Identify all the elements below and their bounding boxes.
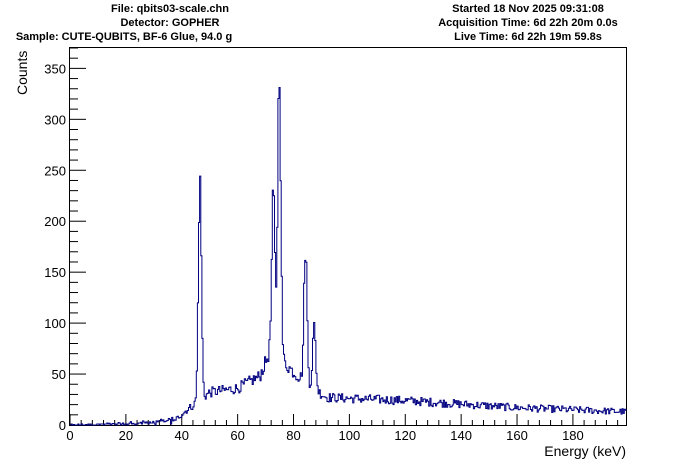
x-tick-label: 20 xyxy=(119,428,133,443)
spectrum-histogram xyxy=(70,87,627,426)
y-axis-label: Counts xyxy=(14,51,30,95)
x-tick-label: 80 xyxy=(286,428,300,443)
file-label: File: qbits03-scale.chn xyxy=(111,3,229,15)
detector-label: Detector: GOPHER xyxy=(120,17,220,29)
x-tick-label: 100 xyxy=(339,428,361,443)
x-tick-label: 60 xyxy=(230,428,244,443)
peak-point xyxy=(279,67,280,68)
x-axis-label: Energy (keV) xyxy=(544,443,626,459)
x-tick-label: 180 xyxy=(562,428,584,443)
x-tick-label: 120 xyxy=(394,428,416,443)
started-label: Started 18 Nov 2025 09:31:08 xyxy=(452,3,604,15)
y-tick-label: 50 xyxy=(52,367,66,382)
x-tick-label: 160 xyxy=(506,428,528,443)
sample-label: Sample: CUTE-QUBITS, BF-6 Glue, 94.0 g xyxy=(15,31,233,43)
plot-frame xyxy=(69,47,627,426)
acquisition-time-label: Acquisition Time: 6d 22h 20m 0.0s xyxy=(438,17,618,29)
y-tick-label: 150 xyxy=(44,265,66,280)
y-tick-label: 100 xyxy=(44,316,66,331)
x-tick-label: 40 xyxy=(175,428,189,443)
live-time-label: Live Time: 6d 22h 19m 59.8s xyxy=(454,31,602,43)
y-tick-label: 350 xyxy=(44,61,66,76)
x-tick-label: 140 xyxy=(450,428,472,443)
y-tick-label: 200 xyxy=(44,214,66,229)
y-tick-label: 300 xyxy=(44,112,66,127)
peak-point xyxy=(305,247,306,248)
y-tick-label: 250 xyxy=(44,163,66,178)
y-tick-label: 0 xyxy=(59,418,66,433)
x-tick-label: 0 xyxy=(66,428,73,443)
